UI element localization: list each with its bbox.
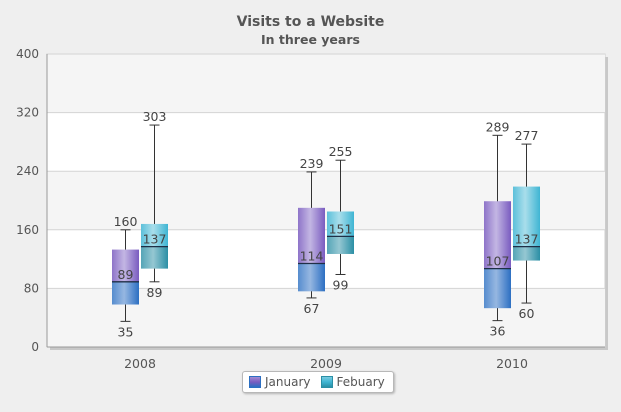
data-label-min: 89 bbox=[147, 285, 163, 300]
data-label-median: 114 bbox=[300, 248, 324, 263]
box-upper bbox=[141, 223, 168, 247]
data-label-median: 137 bbox=[143, 232, 167, 247]
chart-subtitle: In three years bbox=[261, 32, 360, 47]
legend-swatch-january bbox=[249, 376, 261, 388]
grid-band bbox=[47, 171, 605, 230]
y-tick-label: 400 bbox=[16, 47, 39, 61]
data-label-max: 255 bbox=[329, 144, 353, 159]
chart-title: Visits to a Website bbox=[236, 14, 385, 30]
y-tick-label: 320 bbox=[16, 106, 39, 120]
y-tick-label: 160 bbox=[16, 223, 39, 237]
data-label-max: 277 bbox=[515, 128, 539, 143]
data-label-max: 239 bbox=[300, 156, 324, 171]
data-label-min: 60 bbox=[519, 306, 535, 321]
legend-item-january[interactable]: January bbox=[249, 375, 311, 389]
data-label-median: 89 bbox=[118, 267, 134, 282]
box-lower bbox=[112, 281, 139, 305]
x-tick-label: 2008 bbox=[124, 356, 156, 371]
box-upper bbox=[112, 249, 139, 282]
grid-band bbox=[47, 54, 605, 113]
y-tick-label: 240 bbox=[16, 164, 39, 178]
legend-label-febuary: Febuary bbox=[336, 375, 385, 389]
grid-band bbox=[47, 288, 605, 347]
x-tick-label: 2010 bbox=[496, 356, 528, 371]
data-label-max: 303 bbox=[143, 109, 167, 124]
box-lower bbox=[298, 263, 325, 292]
y-tick-label: 80 bbox=[24, 281, 39, 295]
data-label-min: 35 bbox=[118, 324, 134, 339]
data-label-min: 67 bbox=[304, 301, 320, 316]
data-label-max: 289 bbox=[486, 119, 510, 134]
y-tick-label: 0 bbox=[31, 340, 39, 354]
box-lower bbox=[327, 236, 354, 254]
data-label-max: 160 bbox=[114, 214, 138, 229]
box-upper bbox=[513, 186, 540, 247]
legend-label-january: January bbox=[265, 375, 311, 389]
legend: January Febuary bbox=[242, 371, 394, 393]
box-upper bbox=[327, 211, 354, 237]
data-label-min: 99 bbox=[333, 277, 349, 292]
box-lower bbox=[484, 268, 511, 309]
legend-item-febuary[interactable]: Febuary bbox=[320, 375, 385, 389]
legend-swatch-febuary bbox=[320, 376, 333, 388]
data-label-median: 151 bbox=[329, 221, 353, 236]
box-upper bbox=[484, 201, 511, 269]
box-lower bbox=[141, 246, 168, 269]
box-lower bbox=[513, 246, 540, 261]
data-label-median: 137 bbox=[515, 232, 539, 247]
box-upper bbox=[298, 207, 325, 264]
x-tick-label: 2009 bbox=[310, 356, 342, 371]
data-label-median: 107 bbox=[486, 254, 510, 269]
data-label-min: 36 bbox=[490, 324, 506, 339]
